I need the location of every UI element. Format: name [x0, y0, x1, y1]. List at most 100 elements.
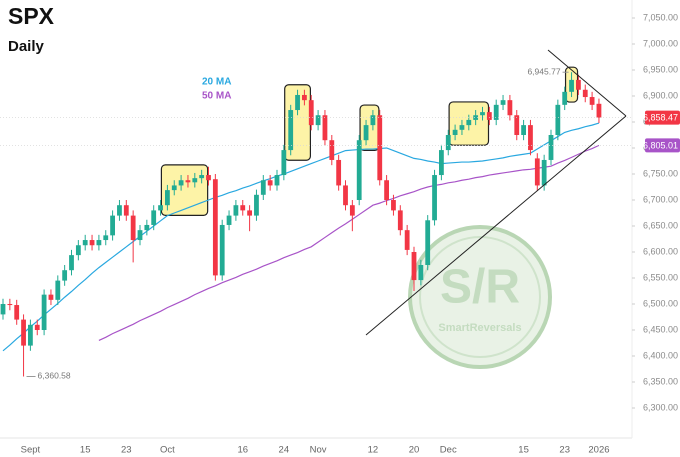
price-tag-label: 6,805.01 [643, 140, 678, 150]
trend-line [365, 115, 627, 336]
y-tick-label: 7,000.00 [643, 38, 678, 48]
candle-body [62, 270, 68, 281]
candle-body [48, 294, 54, 300]
value-label: 6,360.58 [38, 371, 71, 381]
candle-body [528, 125, 533, 151]
legend-label: 20 MA [202, 77, 231, 88]
x-tick-label: 15 [80, 445, 91, 456]
candle-body [178, 180, 184, 186]
watermark-title: S/R [440, 261, 520, 314]
y-tick-label: 6,350.00 [643, 376, 678, 386]
candle-body [137, 230, 143, 241]
candle-body [199, 175, 205, 179]
x-tick-label: 23 [121, 445, 132, 456]
candle-body [267, 180, 273, 186]
candle-body [192, 178, 198, 183]
candle-body [295, 94, 300, 111]
candle-body [144, 224, 150, 231]
y-tick-label: 6,450.00 [643, 324, 678, 334]
candle-body [349, 205, 355, 216]
value-label: 6,945.77 [527, 66, 560, 76]
x-tick-label: 24 [279, 445, 290, 456]
x-tick-label: 2026 [588, 445, 609, 456]
candle-body [343, 185, 348, 206]
price-tag [645, 110, 680, 125]
y-tick-label: 6,750.00 [643, 168, 678, 178]
watermark-ring [408, 225, 552, 369]
candle-body [185, 180, 191, 183]
candle-body [274, 175, 280, 186]
candle-body [329, 140, 335, 160]
candle-body [281, 150, 287, 176]
candle-body [233, 205, 239, 216]
candle-body [397, 210, 403, 231]
candle-body [391, 200, 396, 211]
watermark-subtitle: SmartReversals [438, 322, 521, 334]
candle-body [212, 179, 218, 276]
candle-body [69, 255, 74, 271]
candle-body [418, 265, 424, 281]
watermark-ring [419, 236, 541, 358]
candle-body [130, 215, 136, 241]
y-tick-label: 6,650.00 [643, 220, 678, 230]
candle-body [247, 210, 252, 216]
candle-body [308, 100, 314, 126]
candle-body [493, 104, 499, 120]
x-tick-label: 23 [559, 445, 570, 456]
candle-body [555, 104, 561, 135]
candle-body [356, 140, 362, 200]
x-tick-label: 16 [237, 445, 248, 456]
chart-title: SPX [8, 3, 55, 29]
candle-body [41, 294, 47, 330]
candle-body [82, 240, 88, 246]
candle-body [260, 180, 266, 195]
candle-body [384, 180, 389, 200]
x-tick-label: 20 [409, 445, 420, 456]
y-tick-label: 7,050.00 [643, 12, 678, 22]
candle-body [466, 119, 472, 126]
x-tick-label: Sept [21, 445, 41, 456]
candle-body [548, 135, 554, 160]
ma-line [98, 144, 600, 341]
candle-body [370, 115, 376, 126]
candle-body [363, 125, 369, 141]
legend-label: 50 MA [202, 91, 231, 102]
candle-body [21, 319, 26, 346]
y-tick-label: 6,700.00 [643, 194, 678, 204]
candle-body [96, 240, 102, 246]
candle-body [541, 159, 547, 186]
candle-body [75, 245, 81, 256]
y-tick-label: 6,900.00 [643, 90, 678, 100]
candle-body [404, 230, 410, 250]
candle-body [432, 175, 437, 221]
x-tick-label: 12 [368, 445, 379, 456]
y-tick-label: 6,400.00 [643, 350, 678, 360]
candle-body [151, 210, 157, 225]
y-tick-label: 6,300.00 [643, 402, 678, 412]
candle-body [158, 205, 163, 211]
candle-body [534, 158, 540, 186]
candle-body [0, 304, 6, 315]
candle-body [7, 304, 13, 306]
candle-body [219, 224, 225, 276]
candle-body [103, 235, 109, 241]
candle-body [576, 79, 581, 90]
price-tag [645, 138, 680, 153]
chart-subtitle: Daily [8, 38, 45, 55]
candle-body [322, 115, 328, 141]
candle-body [582, 89, 588, 98]
candle-body [445, 135, 451, 151]
candle-body [110, 215, 115, 236]
candle-body [315, 115, 321, 126]
candle-body [89, 240, 95, 246]
candle-body [514, 115, 520, 135]
candle-body [439, 150, 444, 176]
candle-body [480, 112, 485, 116]
y-tick-label: 6,550.00 [643, 272, 678, 282]
candle-body [240, 205, 246, 211]
candle-body [507, 100, 513, 116]
candle-body [123, 205, 129, 216]
candle-body [411, 252, 417, 281]
